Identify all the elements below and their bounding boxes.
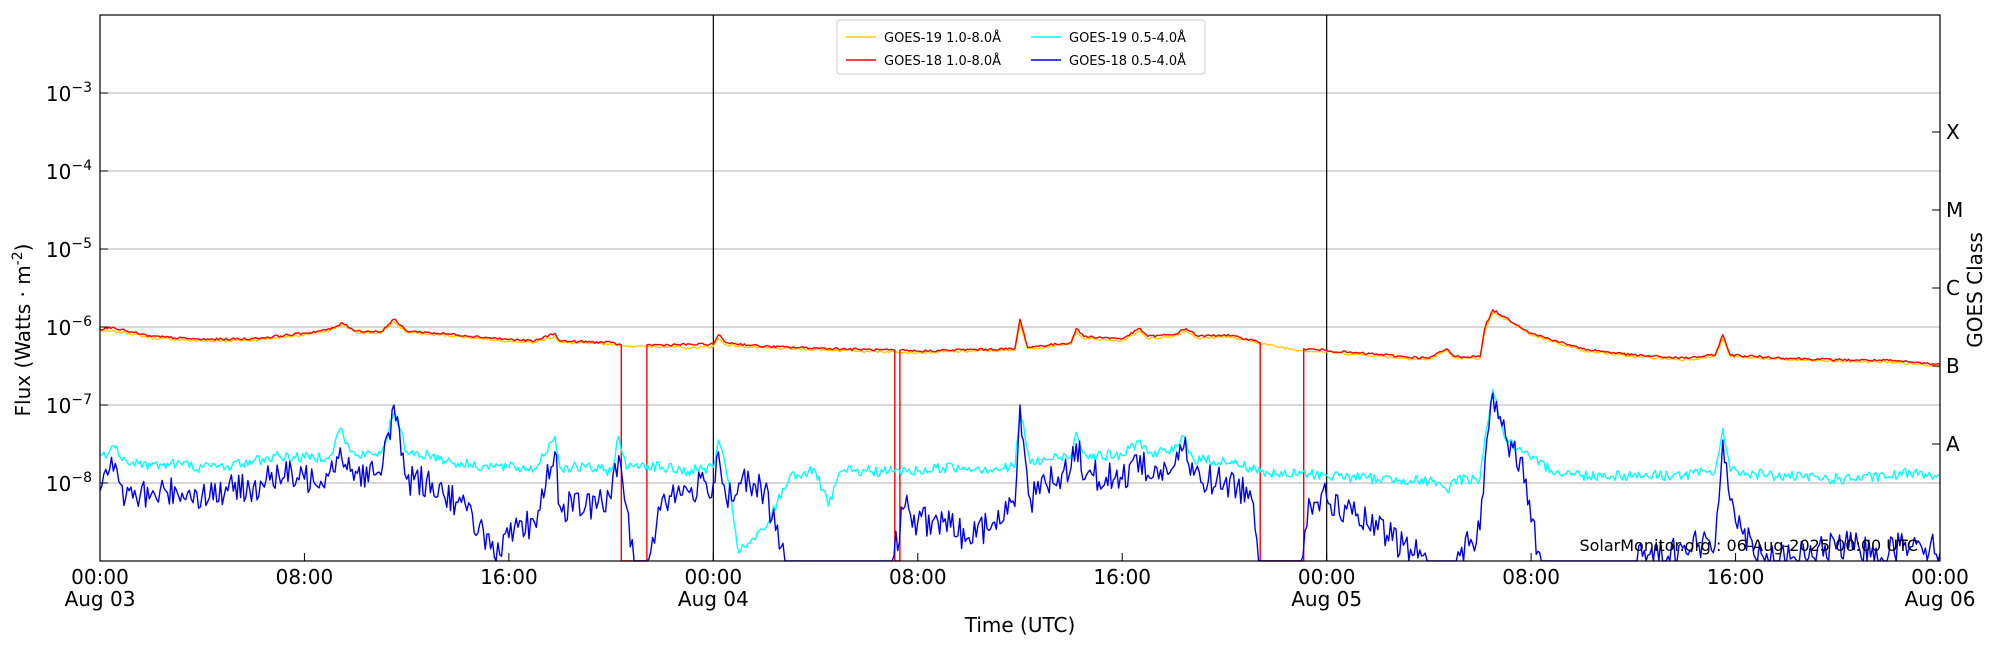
y-axis-ticks: 10−310−410−510−610−710−8 — [46, 80, 108, 496]
x-tick-time: 16:00 — [1093, 565, 1151, 589]
y-tick-exponent: −8 — [71, 470, 92, 486]
y-tick-label: 10−5 — [46, 236, 92, 262]
legend-label: GOES-18 1.0-8.0Å — [884, 53, 1001, 69]
x-axis-label: Time (UTC) — [964, 613, 1076, 637]
class-tick-label: M — [1946, 198, 1963, 222]
y-tick-base: 10 — [46, 160, 71, 184]
legend: GOES-19 1.0-8.0Å GOES-19 0.5-4.0Å GOES-18 … — [836, 19, 1206, 75]
y-axis-label-main: Flux (Watts · m — [11, 265, 35, 416]
goes-class-ticks: X M C B A — [1932, 120, 1963, 456]
x-tick-date: Aug 06 — [1905, 587, 1976, 611]
x-tick-date: Aug 05 — [1291, 587, 1362, 611]
x-tick-time: 00:00 — [71, 565, 129, 589]
y-axis-label-sup: -2 — [10, 251, 26, 265]
series-line — [99, 312, 1941, 368]
y-tick-base: 10 — [46, 394, 71, 418]
legend-box — [836, 19, 1206, 75]
x-tick-time: 00:00 — [685, 565, 743, 589]
legend-label: GOES-19 1.0-8.0Å — [884, 30, 1001, 46]
y-tick-label: 10−6 — [46, 314, 92, 340]
y-tick-base: 10 — [46, 316, 71, 340]
y-tick-exponent: −6 — [71, 314, 92, 330]
x-tick-time: 08:00 — [1502, 565, 1560, 589]
class-tick-label: X — [1946, 120, 1960, 144]
y-tick-base: 10 — [46, 472, 71, 496]
y-axis-label-close: ) — [11, 244, 35, 252]
class-tick-label: A — [1946, 432, 1960, 456]
y-tick-label: 10−4 — [46, 158, 92, 184]
legend-label: GOES-19 0.5-4.0Å — [1069, 30, 1186, 46]
x-tick-time: 00:00 — [1298, 565, 1356, 589]
horizontal-grid — [100, 92, 1940, 484]
x-tick-time: 16:00 — [1707, 565, 1765, 589]
x-tick-time: 08:00 — [276, 565, 334, 589]
x-tick-time: 08:00 — [889, 565, 947, 589]
day-separators — [712, 15, 1328, 561]
legend-label: GOES-18 0.5-4.0Å — [1069, 53, 1186, 69]
flux-series — [99, 309, 1941, 562]
y-tick-exponent: −3 — [71, 80, 92, 96]
y-tick-exponent: −5 — [71, 236, 92, 252]
x-tick-date: Aug 03 — [65, 587, 136, 611]
y-axis-label: Flux (Watts · m-2) — [10, 244, 35, 417]
class-tick-label: B — [1946, 354, 1960, 378]
y-tick-label: 10−7 — [46, 392, 92, 418]
x-tick-date: Aug 04 — [678, 587, 749, 611]
series-line — [99, 309, 1941, 562]
y-tick-exponent: −4 — [71, 158, 92, 174]
source-timestamp: SolarMonitor.org : 06-Aug-2025 00:00 UTC — [1579, 536, 1918, 555]
goes-class-axis-label: GOES Class — [1963, 232, 1987, 348]
x-tick-time: 00:00 — [1911, 565, 1969, 589]
y-tick-base: 10 — [46, 82, 71, 106]
y-tick-label: 10−8 — [46, 470, 92, 496]
y-tick-exponent: −7 — [71, 392, 92, 408]
y-tick-base: 10 — [46, 238, 71, 262]
y-tick-label: 10−3 — [46, 80, 92, 106]
class-tick-label: C — [1946, 276, 1960, 300]
x-tick-time: 16:00 — [480, 565, 538, 589]
legend-items: GOES-19 1.0-8.0Å GOES-19 0.5-4.0Å GOES-18 … — [846, 30, 1186, 69]
